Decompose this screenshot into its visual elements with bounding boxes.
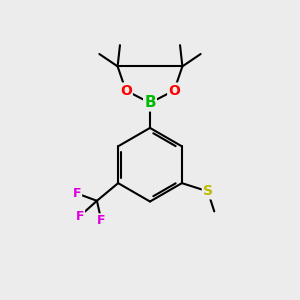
Text: S: S	[203, 184, 213, 198]
Text: O: O	[168, 83, 180, 98]
Text: O: O	[120, 83, 132, 98]
Text: B: B	[144, 95, 156, 110]
Text: F: F	[76, 210, 84, 223]
Text: F: F	[73, 187, 81, 200]
Text: F: F	[97, 214, 106, 227]
